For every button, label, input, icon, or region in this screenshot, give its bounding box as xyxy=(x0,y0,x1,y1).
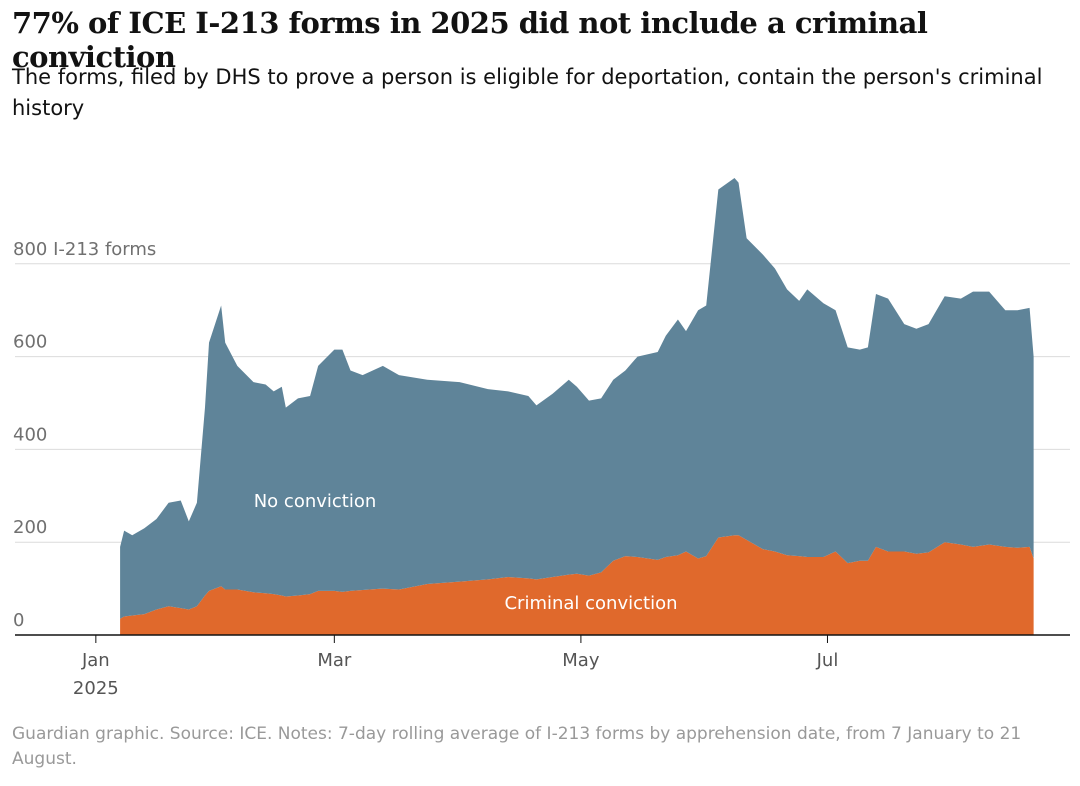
x-tick-label: Mar xyxy=(317,650,352,671)
x-tick-label: Jul xyxy=(816,650,839,671)
y-tick-label: 800 I-213 forms xyxy=(13,239,156,260)
area xyxy=(120,177,1034,619)
y-tick-label: 0 xyxy=(13,610,24,631)
area xyxy=(120,535,1034,635)
chart-title: 77% of ICE I-213 forms in 2025 did not i… xyxy=(12,6,928,74)
chart-subtitle: The forms, filed by DHS to prove a perso… xyxy=(12,65,1043,120)
x-tick-label: May xyxy=(562,650,600,671)
x-tick-label: Jan 2025 xyxy=(73,650,119,699)
series-label: No conviction xyxy=(254,491,377,512)
y-tick-label: 400 xyxy=(13,424,47,445)
y-tick-label: 200 xyxy=(13,517,47,538)
y-tick-label: 600 xyxy=(13,332,47,353)
chart-footer: Guardian graphic. Source: ICE. Notes: 7-… xyxy=(12,724,1022,769)
series-label: Criminal conviction xyxy=(504,593,677,614)
